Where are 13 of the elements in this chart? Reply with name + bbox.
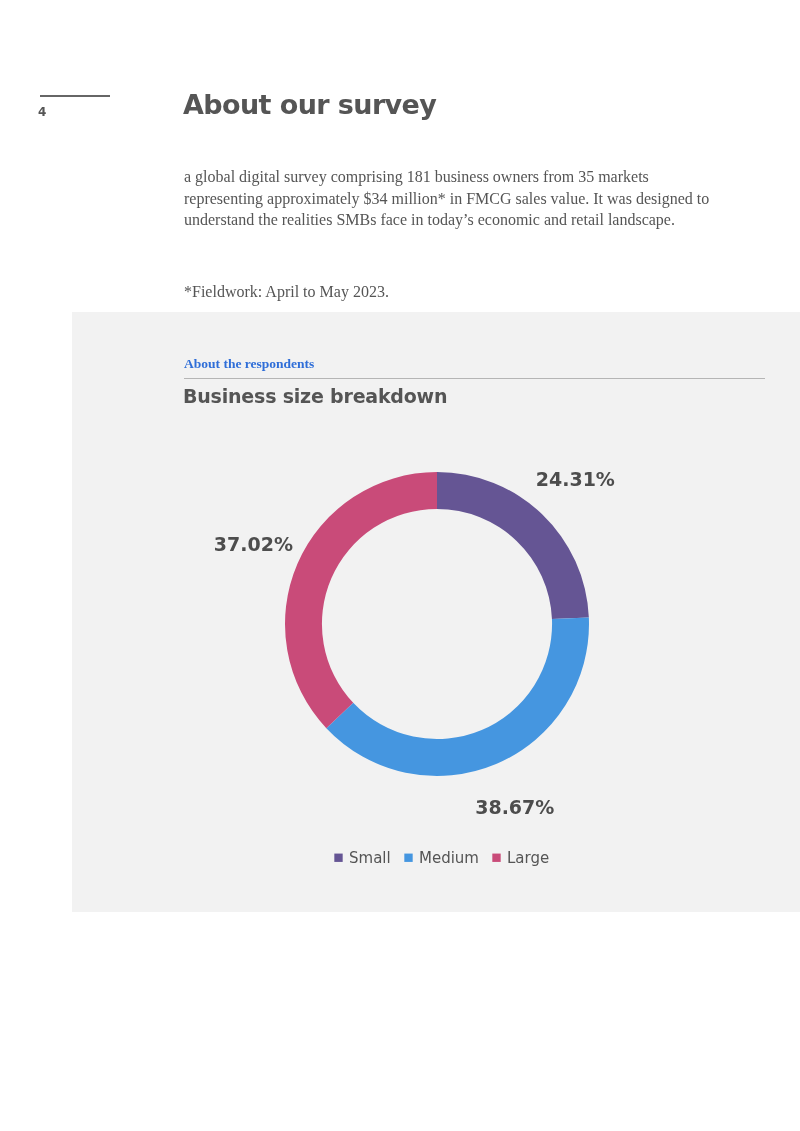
- chart-subtitle: About the respondents: [184, 356, 315, 372]
- text: 4: [38, 105, 47, 119]
- chart-title: Business size breakdown: [183, 385, 448, 407]
- legend-label: Medium: [419, 848, 479, 867]
- data-label: 24.31%: [535, 467, 615, 490]
- text: *Fieldwork: April to May 2023.: [184, 283, 389, 301]
- legend-label: Small: [349, 848, 391, 867]
- data-label: 38.67%: [475, 796, 555, 819]
- legend-label: Large: [507, 848, 550, 867]
- text: a global digital survey comprising 181 business owners from 35 markets representing approximately $34 million* in FMCG sales value. It was designed to understand the realities SMBs face in today’s economic and retail landscape.: [184, 167, 711, 231]
- donut-slice: [326, 617, 589, 776]
- data-label: 37.02%: [213, 532, 293, 555]
- text: About our survey: [183, 89, 437, 120]
